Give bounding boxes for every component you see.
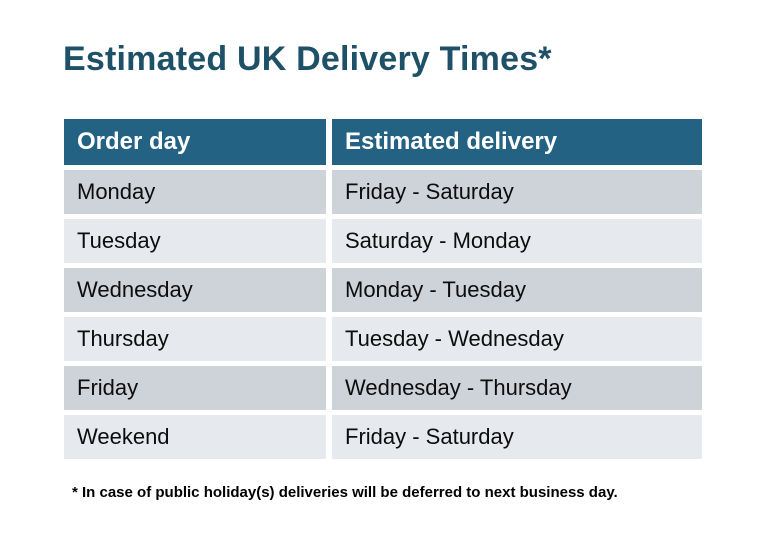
cell-estimated-delivery: Friday - Saturday (332, 415, 702, 459)
delivery-times-table: Order day Estimated delivery Monday Frid… (64, 119, 702, 459)
cell-estimated-delivery: Saturday - Monday (332, 219, 702, 263)
cell-order-day: Friday (64, 366, 326, 410)
cell-order-day: Tuesday (64, 219, 326, 263)
cell-order-day: Weekend (64, 415, 326, 459)
cell-order-day: Thursday (64, 317, 326, 361)
public-holiday-footnote: * In case of public holiday(s) deliverie… (72, 484, 618, 501)
cell-order-day: Wednesday (64, 268, 326, 312)
cell-estimated-delivery: Wednesday - Thursday (332, 366, 702, 410)
column-header-estimated-delivery: Estimated delivery (332, 119, 702, 165)
cell-estimated-delivery: Friday - Saturday (332, 170, 702, 214)
column-header-order-day: Order day (64, 119, 326, 165)
cell-estimated-delivery: Tuesday - Wednesday (332, 317, 702, 361)
cell-order-day: Monday (64, 170, 326, 214)
cell-estimated-delivery: Monday - Tuesday (332, 268, 702, 312)
page-title: Estimated UK Delivery Times* (63, 40, 552, 78)
